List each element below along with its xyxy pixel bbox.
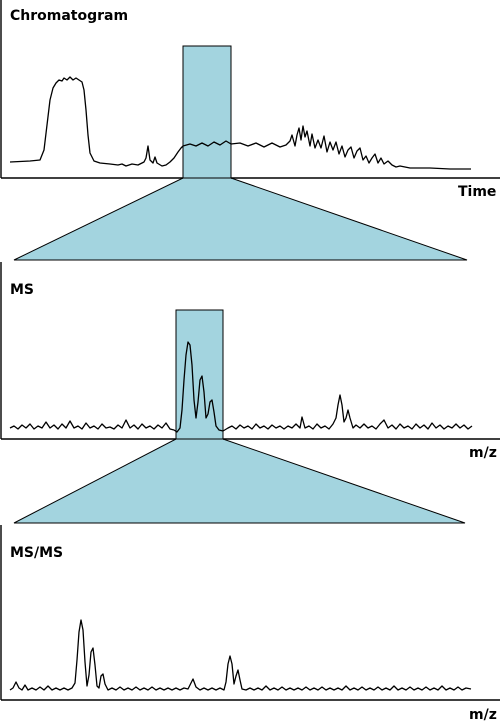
zoom-funnel-msms <box>13 438 466 524</box>
ms-x-label: m/z <box>469 445 497 461</box>
ms-title: MS <box>10 282 34 298</box>
chromatogram-panel: Chromatogram Time <box>0 0 500 261</box>
msms-spectrum-trace <box>9 619 472 691</box>
zoom-funnel-ms <box>13 177 468 261</box>
ms-panel: MS m/z <box>0 262 500 524</box>
chromatogram-trace <box>9 76 471 170</box>
selected-time-window <box>182 45 232 179</box>
chromatogram-title: Chromatogram <box>10 8 128 24</box>
msms-x-label: m/z <box>469 707 497 723</box>
msms-panel: MS/MS m/z <box>0 525 500 723</box>
msms-title: MS/MS <box>10 545 63 561</box>
selected-mz-window <box>175 309 224 440</box>
ms-spectrum-trace <box>9 341 473 433</box>
chromatogram-x-label: Time <box>458 184 496 200</box>
